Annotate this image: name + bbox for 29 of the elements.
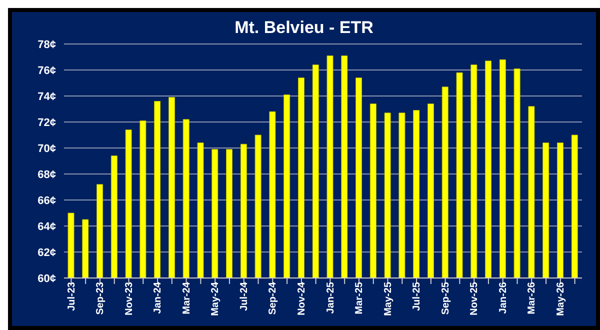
x-tick-label: May-24	[210, 282, 222, 316]
y-tick-label: 68¢	[38, 168, 56, 181]
y-tick-label: 62¢	[38, 246, 56, 259]
x-tick-label: Mar-24	[181, 282, 192, 314]
x-tick-label: Jan-25	[325, 282, 336, 314]
x-tick-label: Nov-23	[124, 282, 135, 316]
x-tick-label: Nov-24	[296, 282, 308, 316]
x-tick-label: Jul-25	[412, 282, 423, 311]
y-tick-label: 78¢	[38, 38, 56, 51]
x-tick-label: Jul-23	[66, 282, 78, 311]
y-tick-label: 64¢	[38, 220, 56, 233]
x-tick-label: Nov-25	[469, 282, 480, 316]
x-tick-label: Jan-24	[152, 282, 164, 314]
x-tick-label: Mar-26	[526, 282, 538, 314]
x-tick-label: Jul-24	[238, 282, 250, 311]
x-tick-label: Sep-25	[440, 282, 452, 315]
chart-title: Mt. Belvieu - ETR	[234, 18, 374, 38]
x-tick-label: Mar-25	[354, 282, 366, 314]
y-tick-label: 72¢	[38, 116, 56, 129]
x-tick-label: May-26	[556, 282, 567, 316]
x-tick-label: Jan-26	[498, 282, 509, 314]
y-tick-label: 66¢	[38, 194, 56, 207]
y-tick-label: 60¢	[38, 272, 56, 285]
y-tick-label: 74¢	[38, 90, 56, 103]
x-tick-label: May-25	[382, 282, 394, 316]
x-tick-label: Sep-23	[95, 282, 106, 315]
x-tick-label: Sep-24	[268, 282, 279, 315]
y-tick-label: 76¢	[38, 64, 56, 77]
y-tick-label: 70¢	[38, 142, 56, 155]
